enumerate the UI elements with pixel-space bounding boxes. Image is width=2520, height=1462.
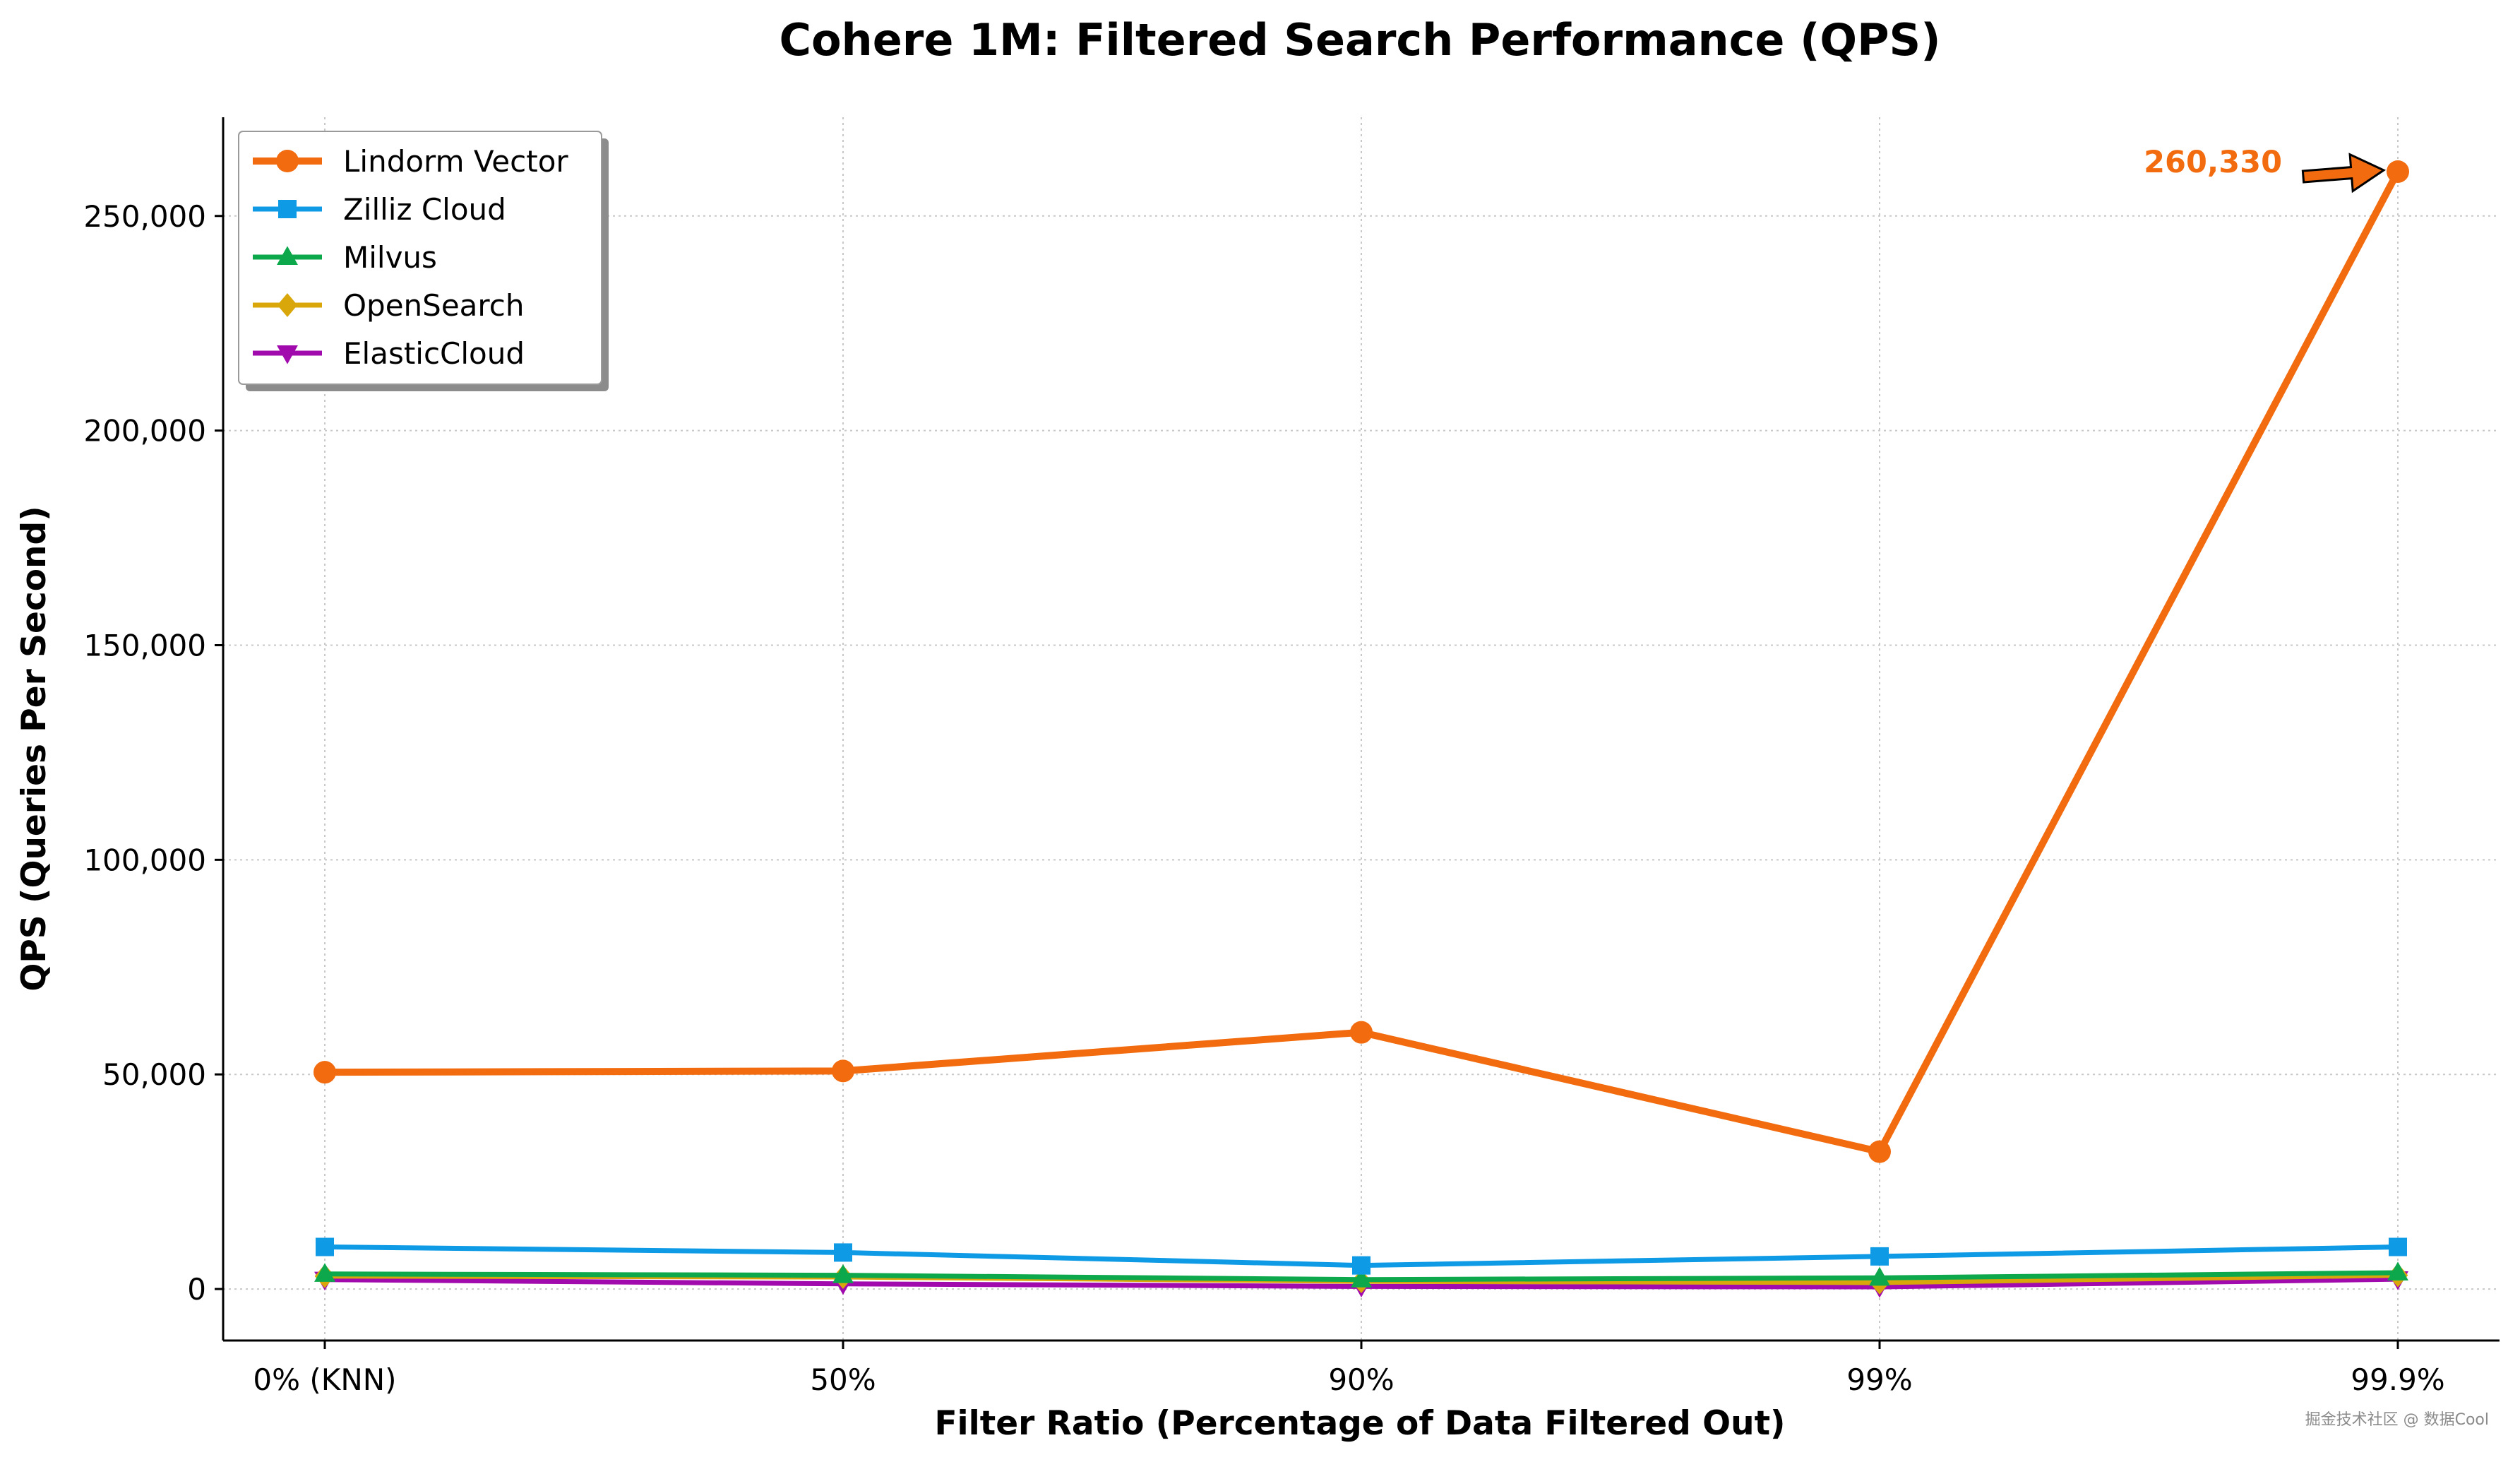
x-tick-label: 50% (810, 1362, 876, 1397)
watermark: 掘金技术社区 @ 数据Cool (2305, 1411, 2489, 1429)
data-point (313, 1061, 336, 1084)
data-point (834, 1243, 852, 1262)
legend-marker (278, 200, 297, 218)
legend-label: Lindorm Vector (343, 144, 568, 179)
legend-label: Zilliz Cloud (343, 192, 506, 227)
plot-area (313, 160, 2409, 1298)
legend-entry: Lindorm Vector (253, 144, 568, 179)
data-point (316, 1237, 334, 1256)
chart-title: Cohere 1M: Filtered Search Performance (… (779, 14, 1940, 66)
data-point (2387, 160, 2409, 183)
legend-entry: Zilliz Cloud (253, 192, 506, 227)
legend-label: ElasticCloud (343, 336, 525, 371)
series-zilliz-cloud (316, 1237, 2407, 1275)
peak-annotation: 260,330 (2144, 145, 2387, 194)
data-point (1869, 1266, 1890, 1286)
y-tick-label: 200,000 (83, 414, 206, 448)
x-tick-label: 90% (1328, 1362, 1394, 1397)
data-point (1350, 1021, 1373, 1044)
y-tick-label: 150,000 (83, 628, 206, 662)
data-point (1870, 1247, 1889, 1266)
data-point (2389, 1237, 2407, 1256)
legend-frame (238, 131, 602, 385)
data-point (832, 1264, 854, 1283)
legend-entry: OpenSearch (253, 288, 524, 323)
data-point (1352, 1256, 1371, 1275)
x-tick-label: 99.9% (2351, 1362, 2444, 1397)
y-tick-label: 250,000 (83, 199, 206, 234)
x-axis-label: Filter Ratio (Percentage of Data Filtere… (934, 1404, 1785, 1443)
legend-marker (276, 150, 299, 172)
legend: Lindorm Vector Zilliz Cloud Milvus OpenSear… (238, 131, 609, 391)
series-lindorm-vector (313, 160, 2409, 1163)
data-point (1868, 1140, 1891, 1163)
y-axis-label: QPS (Queries Per Second) (15, 506, 54, 991)
x-tick-label: 0% (KNN) (253, 1362, 396, 1397)
series-milvus (314, 1261, 2408, 1288)
legend-marker (277, 345, 298, 364)
data-point (832, 1059, 854, 1083)
legend-marker (277, 293, 298, 317)
annotation-arrow (2301, 153, 2387, 194)
y-tick-label: 100,000 (83, 843, 206, 877)
axes: 0 50,000 100,000 150,000 200,000 250,000 0% (K… (83, 117, 2500, 1397)
legend-label: Milvus (343, 240, 437, 275)
data-point (2387, 1261, 2408, 1281)
data-point (314, 1263, 335, 1282)
y-tick-label: 50,000 (102, 1057, 206, 1092)
y-tick-label: 0 (187, 1272, 206, 1307)
legend-label: OpenSearch (343, 288, 524, 323)
data-point (1351, 1268, 1372, 1288)
annotation-label: 260,330 (2144, 145, 2282, 180)
x-tick-label: 99% (1846, 1362, 1912, 1397)
legend-entry: Milvus (253, 240, 437, 275)
legend-marker (277, 246, 298, 266)
legend-entry: ElasticCloud (253, 336, 525, 371)
